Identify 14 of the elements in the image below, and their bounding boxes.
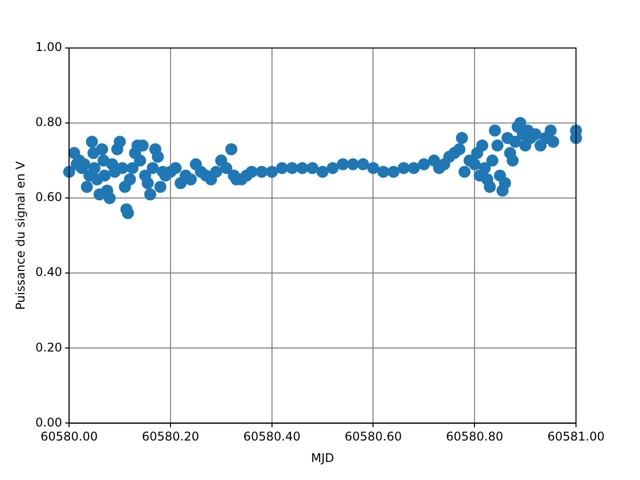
y-tick-label: 0.80 (35, 115, 62, 130)
y-tick-label: 0.60 (35, 190, 62, 204)
y-tick-label: 0.00 (35, 415, 62, 430)
x-tick-label: 60580.20 (142, 430, 200, 444)
x-tick-label: 60580.60 (344, 430, 402, 444)
y-tick-label: 1.00 (35, 40, 62, 54)
x-axis-title: MJD (310, 450, 334, 465)
x-tick-label: 60580.40 (243, 430, 301, 444)
x-tick-label: 60580.00 (40, 430, 98, 444)
x-tick-label: 60580.80 (446, 430, 504, 444)
y-tick-label: 0.40 (35, 265, 62, 280)
y-axis-title: Puissance du signal en V (13, 160, 28, 310)
x-tick-label: 60581.00 (547, 430, 605, 444)
y-tick-label: 0.20 (35, 340, 62, 354)
